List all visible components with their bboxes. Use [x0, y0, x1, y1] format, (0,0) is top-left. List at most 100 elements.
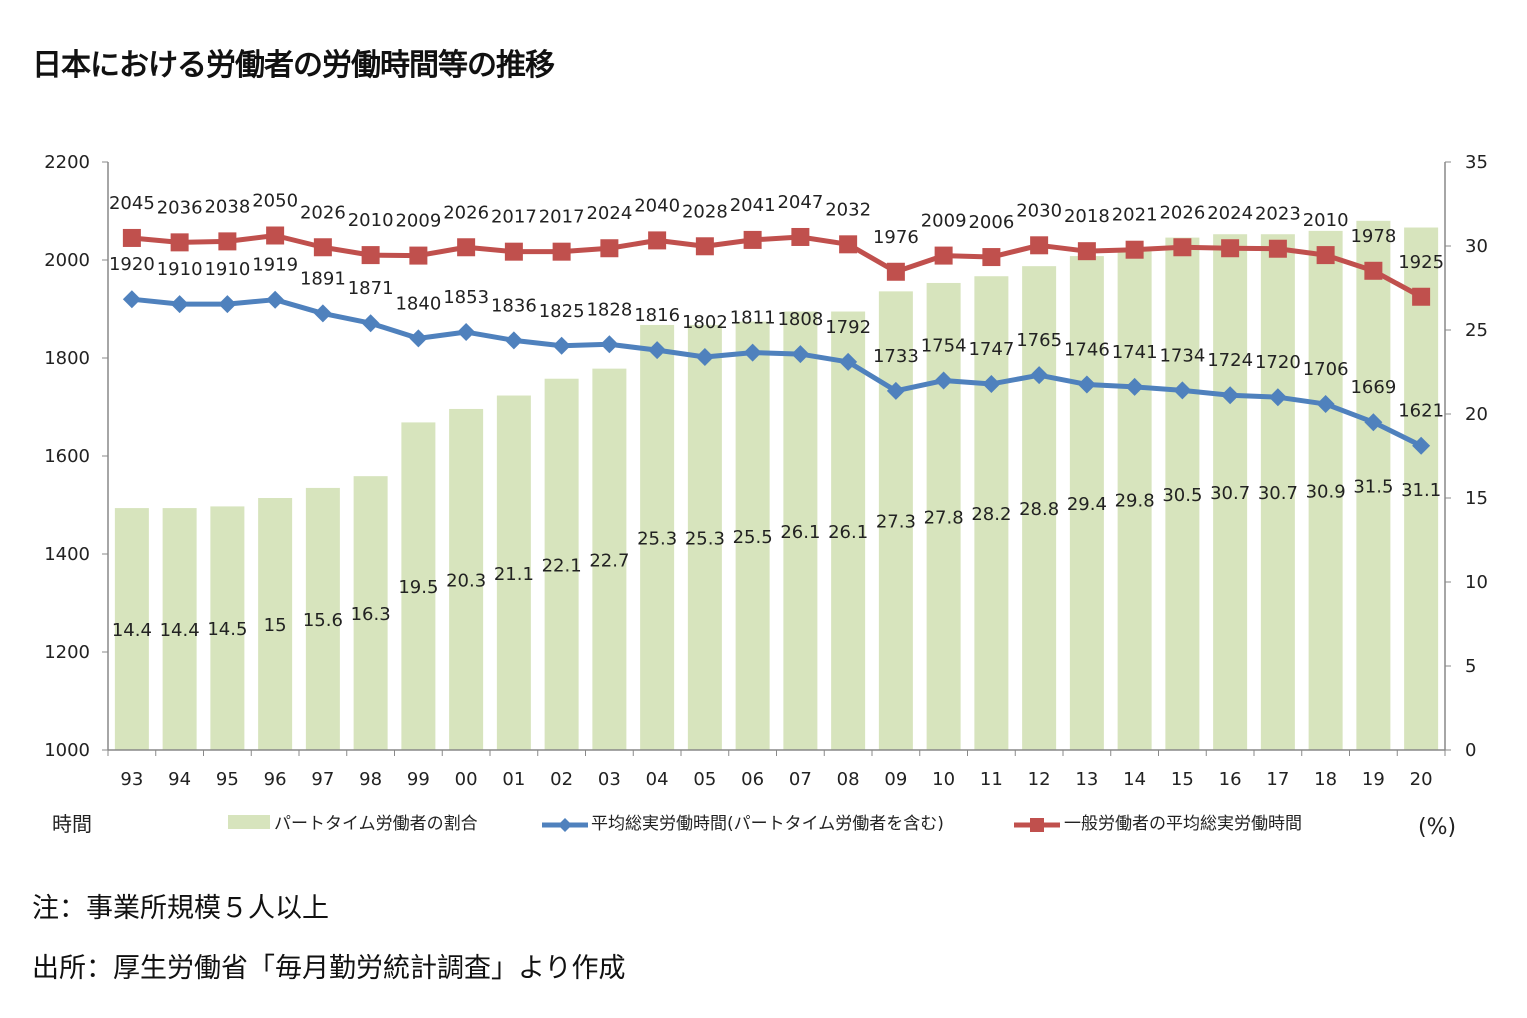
x-tick-label: 12 — [1028, 769, 1051, 790]
x-tick-label: 02 — [550, 769, 573, 790]
line-data-label: 1706 — [1303, 359, 1349, 380]
bar-data-label: 30.7 — [1210, 483, 1250, 504]
line-data-label: 2024 — [1207, 203, 1253, 224]
square-marker — [839, 235, 858, 254]
line-data-label: 1724 — [1207, 350, 1253, 371]
source-text: 出所：厚生労働省「毎月勤労統計調査」より作成 — [32, 953, 626, 984]
line-data-label: 1754 — [921, 336, 967, 357]
diamond-marker — [791, 345, 810, 364]
bar-data-label: 14.5 — [207, 619, 247, 640]
square-marker — [1364, 261, 1383, 280]
line-data-label: 1853 — [443, 287, 489, 308]
right-tick-label: 10 — [1465, 572, 1488, 593]
legend-square-icon — [1030, 818, 1044, 832]
x-tick-label: 07 — [789, 769, 812, 790]
bar-data-label: 25.5 — [733, 527, 773, 548]
line-data-label: 2010 — [348, 210, 394, 231]
square-marker — [266, 226, 285, 245]
bar-data-label: 25.3 — [637, 528, 677, 549]
left-tick-label: 1400 — [44, 544, 90, 565]
square-marker — [409, 246, 428, 265]
bar — [640, 324, 675, 750]
bar-data-label: 22.1 — [542, 555, 582, 576]
bar — [1117, 249, 1152, 751]
line-data-label: 1734 — [1159, 345, 1205, 366]
line-data-label: 2006 — [968, 212, 1014, 233]
diamond-marker — [648, 341, 667, 360]
diamond-marker — [1173, 381, 1192, 400]
bar — [1069, 256, 1104, 750]
x-tick-label: 08 — [837, 769, 860, 790]
line-data-label: 2017 — [491, 207, 537, 228]
line-data-label: 2009 — [395, 211, 441, 232]
square-marker — [1412, 287, 1431, 306]
bar-data-label: 27.8 — [924, 507, 964, 528]
diamond-marker — [409, 329, 428, 348]
line-data-label: 1871 — [348, 278, 394, 299]
diamond-marker — [1268, 388, 1287, 407]
bar — [735, 321, 770, 750]
diamond-marker — [170, 295, 189, 314]
line-data-label: 1828 — [586, 299, 632, 320]
bar-data-label: 30.9 — [1306, 481, 1346, 502]
blue-line — [131, 296, 1423, 448]
bar-data-label: 22.7 — [589, 550, 629, 571]
x-tick-label: 97 — [311, 769, 334, 790]
bar — [496, 395, 531, 750]
line-data-label: 1891 — [300, 268, 346, 289]
diamond-marker — [122, 290, 141, 309]
diamond-marker — [934, 371, 953, 390]
bar — [783, 311, 818, 750]
bar — [878, 291, 913, 750]
bar — [258, 498, 293, 750]
line-data-label: 1840 — [395, 293, 441, 314]
line-data-label: 2026 — [1159, 202, 1205, 223]
x-tick-label: 11 — [980, 769, 1003, 790]
diamond-marker — [1221, 386, 1240, 405]
x-tick-label: 05 — [693, 769, 716, 790]
bar — [401, 422, 436, 750]
square-marker — [1173, 238, 1192, 257]
bar — [1165, 237, 1200, 751]
square-marker — [1268, 239, 1287, 258]
bar — [831, 311, 866, 750]
line-data-label: 1746 — [1064, 339, 1110, 360]
line-data-label: 1920 — [109, 254, 155, 275]
right-tick-label: 30 — [1465, 236, 1488, 257]
x-tick-label: 94 — [168, 769, 191, 790]
bar — [926, 282, 961, 750]
red-line — [131, 233, 1423, 299]
left-tick-label: 1000 — [44, 740, 90, 761]
x-tick-label: 01 — [502, 769, 525, 790]
line-data-label: 2028 — [682, 201, 728, 222]
x-tick-label: 00 — [455, 769, 478, 790]
page-title: 日本における労働者の労働時間等の推移 — [32, 48, 555, 83]
line-data-label: 2047 — [777, 192, 823, 213]
diamond-marker — [504, 331, 523, 350]
x-tick-label: 14 — [1123, 769, 1146, 790]
diamond-marker — [1125, 377, 1144, 396]
diamond-marker — [218, 295, 237, 314]
x-tick-label: 06 — [741, 769, 764, 790]
right-axis-label: (%) — [1418, 815, 1456, 840]
line-data-label: 1808 — [777, 309, 823, 330]
square-marker — [648, 231, 667, 250]
bar-data-label: 28.2 — [971, 504, 1011, 525]
bar — [592, 368, 627, 750]
line-data-label: 1910 — [204, 259, 250, 280]
bar — [305, 487, 340, 750]
line-data-label: 1825 — [539, 301, 585, 322]
bar — [687, 324, 722, 750]
legend-diamond-icon — [558, 818, 572, 832]
bar-data-label: 14.4 — [160, 620, 200, 641]
bar — [1356, 220, 1391, 751]
diamond-marker — [361, 314, 380, 333]
diamond-marker — [266, 290, 285, 309]
x-tick-label: 04 — [646, 769, 669, 790]
line-data-label: 2032 — [825, 199, 871, 220]
bar-data-label: 29.4 — [1067, 494, 1107, 515]
x-tick-label: 95 — [216, 769, 239, 790]
square-marker — [743, 230, 762, 249]
right-tick-label: 20 — [1465, 404, 1488, 425]
